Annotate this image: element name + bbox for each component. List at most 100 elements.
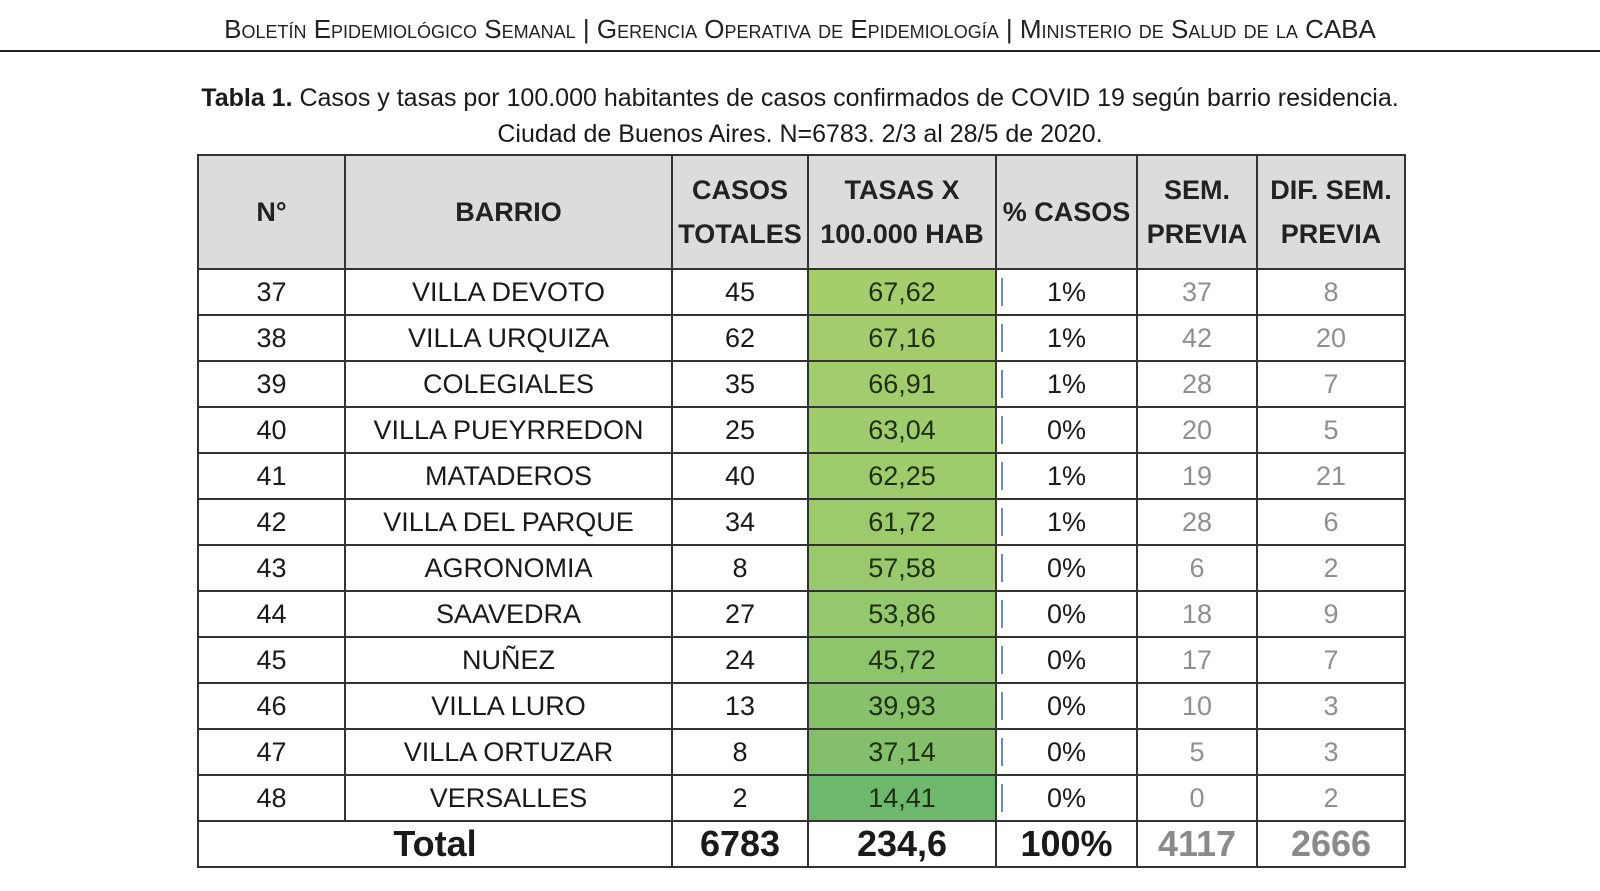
cell-pct: 0% (995, 636, 1138, 684)
cell-barrio: VILLA URQUIZA (344, 314, 673, 362)
total-tasa: 234,6 (807, 820, 997, 868)
cell-n: 37 (197, 268, 346, 316)
cell-barrio: MATADEROS (344, 452, 673, 500)
table-row: 45 NUÑEZ 24 45,72 0% 17 7 (197, 636, 1406, 684)
total-dif-sem-previa: 2666 (1256, 820, 1406, 868)
cell-pct: 1% (995, 452, 1138, 500)
cell-sem-previa: 28 (1136, 360, 1258, 408)
header-pct: % CASOS (995, 154, 1138, 270)
header-dif-sem-previa: DIF. SEM. PREVIA (1256, 154, 1406, 270)
cell-barrio: VILLA DEL PARQUE (344, 498, 673, 546)
cell-casos: 2 (671, 774, 809, 822)
pct-databar (1001, 600, 1003, 628)
cell-casos: 8 (671, 728, 809, 776)
table-header-row: N° BARRIO CASOS TOTALES TASAS X 100.000 … (197, 154, 1406, 270)
cell-n: 40 (197, 406, 346, 454)
cell-sem-previa: 10 (1136, 682, 1258, 730)
cell-dif-sem-previa: 3 (1256, 682, 1406, 730)
cell-pct: 0% (995, 728, 1138, 776)
pct-value: 0% (1046, 736, 1087, 767)
header-tasas: TASAS X 100.000 HAB (807, 154, 997, 270)
pct-value: 1% (1046, 506, 1087, 537)
cell-barrio: VILLA PUEYRREDON (344, 406, 673, 454)
cell-n: 42 (197, 498, 346, 546)
table-caption: Tabla 1. Casos y tasas por 100.000 habit… (0, 80, 1600, 152)
cell-dif-sem-previa: 9 (1256, 590, 1406, 638)
table-row: 38 VILLA URQUIZA 62 67,16 1% 42 20 (197, 314, 1406, 362)
cell-pct: 0% (995, 774, 1138, 822)
total-label: Total (197, 820, 673, 868)
caption-line-2: Ciudad de Buenos Aires. N=6783. 2/3 al 2… (497, 120, 1103, 148)
cell-n: 44 (197, 590, 346, 638)
table-row: 40 VILLA PUEYRREDON 25 63,04 0% 20 5 (197, 406, 1406, 454)
cell-n: 47 (197, 728, 346, 776)
cell-casos: 25 (671, 406, 809, 454)
cell-pct: 1% (995, 498, 1138, 546)
cell-casos: 40 (671, 452, 809, 500)
cell-tasa: 57,58 (807, 544, 997, 592)
pct-value: 1% (1046, 322, 1087, 353)
cell-dif-sem-previa: 7 (1256, 360, 1406, 408)
table-row: 43 AGRONOMIA 8 57,58 0% 6 2 (197, 544, 1406, 592)
cell-tasa: 37,14 (807, 728, 997, 776)
cell-sem-previa: 42 (1136, 314, 1258, 362)
header-n: N° (197, 154, 346, 270)
table-row: 47 VILLA ORTUZAR 8 37,14 0% 5 3 (197, 728, 1406, 776)
cell-dif-sem-previa: 3 (1256, 728, 1406, 776)
cell-dif-sem-previa: 7 (1256, 636, 1406, 684)
cell-barrio: COLEGIALES (344, 360, 673, 408)
cell-tasa: 66,91 (807, 360, 997, 408)
cell-tasa: 61,72 (807, 498, 997, 546)
cell-tasa: 53,86 (807, 590, 997, 638)
pct-value: 0% (1046, 598, 1087, 629)
cell-barrio: VILLA DEVOTO (344, 268, 673, 316)
cell-sem-previa: 5 (1136, 728, 1258, 776)
cell-dif-sem-previa: 8 (1256, 268, 1406, 316)
total-sem-previa: 4117 (1136, 820, 1258, 868)
total-pct: 100% (995, 820, 1138, 868)
pct-databar (1001, 416, 1003, 444)
cell-tasa: 67,62 (807, 268, 997, 316)
pct-value: 0% (1046, 552, 1087, 583)
cell-casos: 62 (671, 314, 809, 362)
cell-pct: 0% (995, 590, 1138, 638)
cell-casos: 24 (671, 636, 809, 684)
cell-pct: 0% (995, 682, 1138, 730)
cell-pct: 0% (995, 544, 1138, 592)
cell-n: 48 (197, 774, 346, 822)
cell-pct: 1% (995, 314, 1138, 362)
pct-value: 1% (1046, 276, 1087, 307)
table-row: 42 VILLA DEL PARQUE 34 61,72 1% 28 6 (197, 498, 1406, 546)
cell-casos: 34 (671, 498, 809, 546)
cell-tasa: 14,41 (807, 774, 997, 822)
cell-tasa: 39,93 (807, 682, 997, 730)
cell-barrio: NUÑEZ (344, 636, 673, 684)
pct-databar (1001, 370, 1003, 398)
cell-n: 39 (197, 360, 346, 408)
document-header: Boletín Epidemiológico Semanal | Gerenci… (0, 0, 1600, 52)
pct-databar (1001, 554, 1003, 582)
cell-tasa: 67,16 (807, 314, 997, 362)
cell-sem-previa: 0 (1136, 774, 1258, 822)
cell-barrio: SAAVEDRA (344, 590, 673, 638)
table-row: 44 SAAVEDRA 27 53,86 0% 18 9 (197, 590, 1406, 638)
cell-tasa: 62,25 (807, 452, 997, 500)
cell-casos: 45 (671, 268, 809, 316)
cell-barrio: AGRONOMIA (344, 544, 673, 592)
cell-pct: 1% (995, 360, 1138, 408)
cell-sem-previa: 19 (1136, 452, 1258, 500)
header-barrio: BARRIO (344, 154, 673, 270)
cell-n: 41 (197, 452, 346, 500)
cases-table: N° BARRIO CASOS TOTALES TASAS X 100.000 … (197, 154, 1406, 868)
table-row: 39 COLEGIALES 35 66,91 1% 28 7 (197, 360, 1406, 408)
pct-value: 0% (1046, 782, 1087, 813)
cell-n: 45 (197, 636, 346, 684)
table-row: 46 VILLA LURO 13 39,93 0% 10 3 (197, 682, 1406, 730)
cell-dif-sem-previa: 21 (1256, 452, 1406, 500)
cell-tasa: 45,72 (807, 636, 997, 684)
cell-barrio: VERSALLES (344, 774, 673, 822)
table-row: 48 VERSALLES 2 14,41 0% 0 2 (197, 774, 1406, 822)
cell-n: 46 (197, 682, 346, 730)
cell-dif-sem-previa: 5 (1256, 406, 1406, 454)
cell-pct: 1% (995, 268, 1138, 316)
